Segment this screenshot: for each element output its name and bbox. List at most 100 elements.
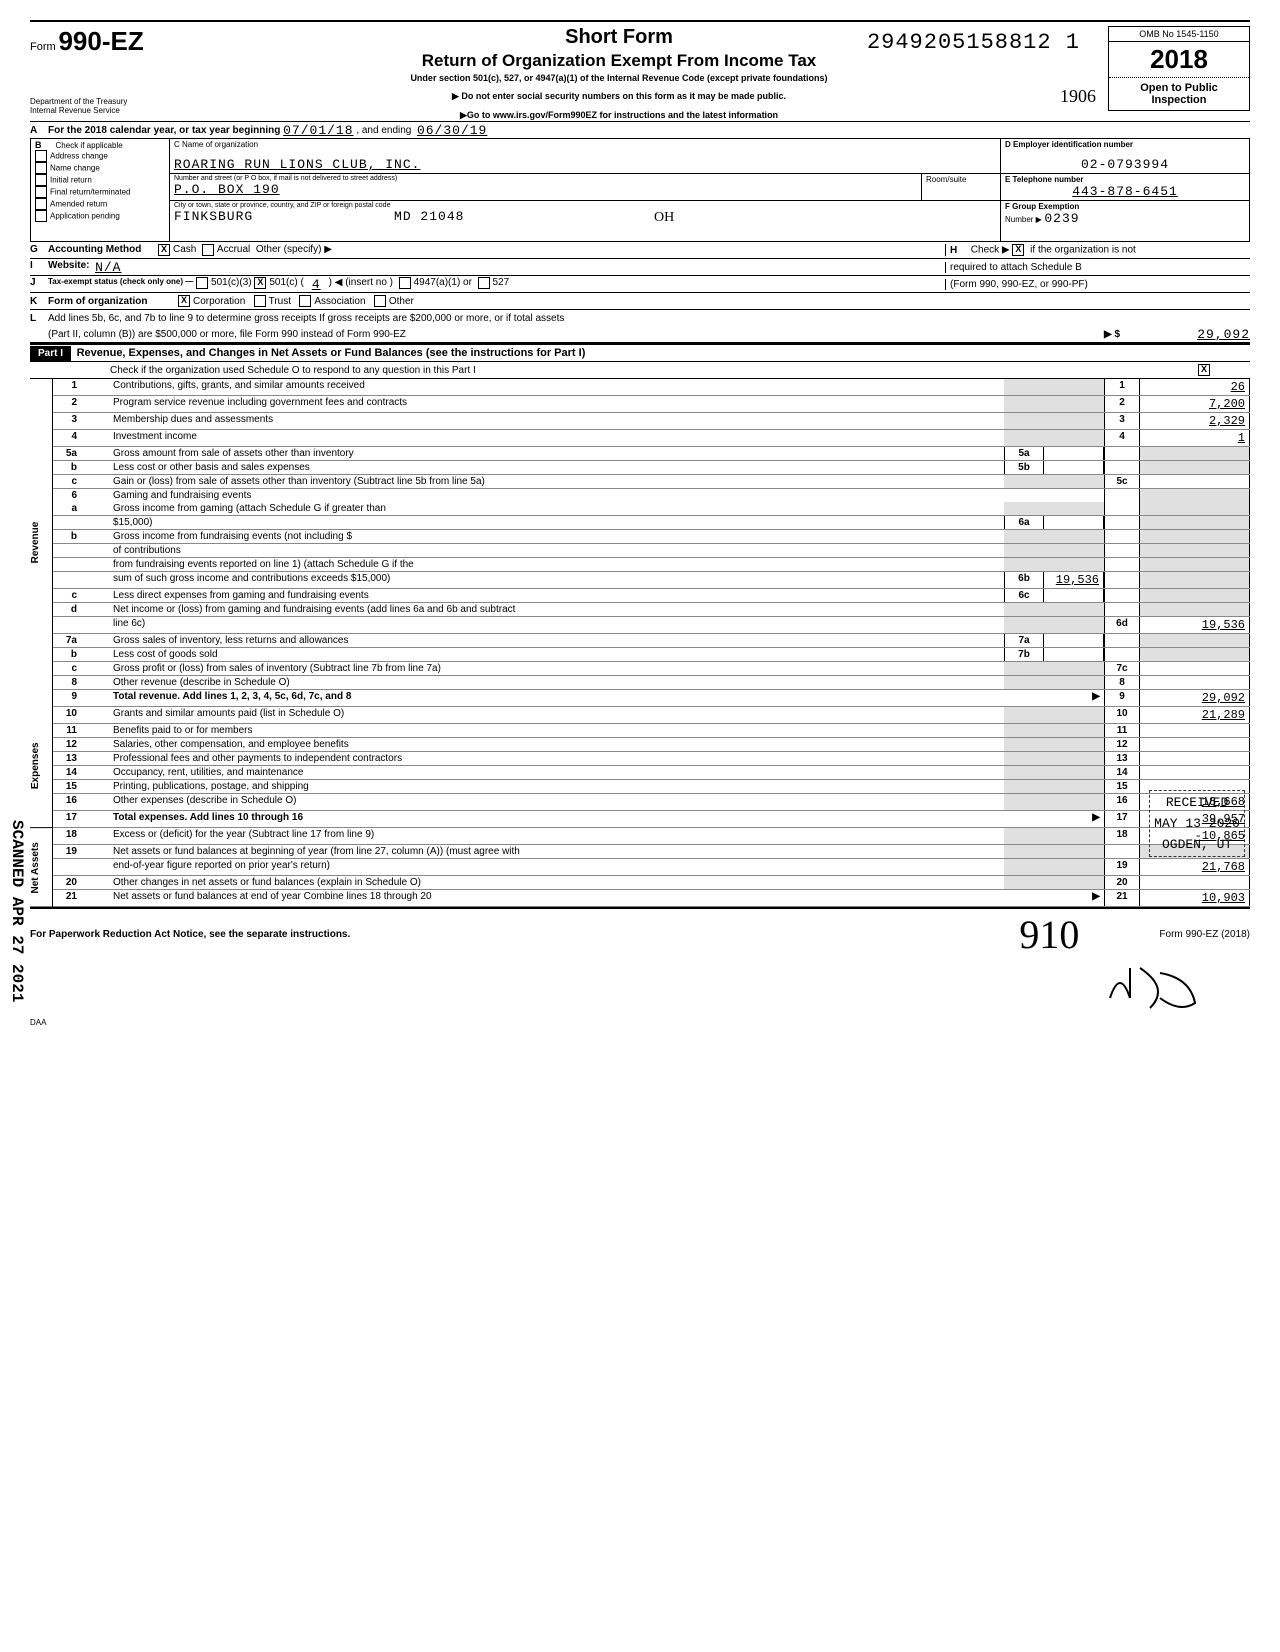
stamp-scanned: SCANNED APR 27 2021 — [8, 820, 26, 1002]
line-16: 16Other expenses (describe in Schedule O… — [53, 794, 1250, 811]
form-number: Form 990-EZ — [30, 26, 190, 57]
line-2: 2Program service revenue including gover… — [53, 396, 1250, 413]
chk-h[interactable] — [1012, 244, 1024, 256]
ein: 02-0793994 — [1005, 157, 1245, 172]
line-6a: aGross income from gaming (attach Schedu… — [53, 502, 1250, 516]
line-6b-cont1: from fundraising events reported on line… — [53, 558, 1250, 572]
part1-check-line: Check if the organization used Schedule … — [110, 365, 1198, 376]
chk-amended[interactable] — [35, 198, 47, 210]
line-11: 11Benefits paid to or for members11 — [53, 724, 1250, 738]
line-15: 15Printing, publications, postage, and s… — [53, 780, 1250, 794]
501c-insert: 4 — [304, 277, 329, 292]
vert-netassets: Net Assets — [30, 829, 52, 907]
header-table: B Check if applicable Address change Nam… — [30, 138, 1250, 242]
org-city: FINKSBURG MD 21048 — [174, 209, 996, 224]
label-c: C Name of organization — [174, 140, 996, 149]
vert-revenue: Revenue — [30, 379, 52, 705]
dept-treasury: Department of the Treasury — [30, 97, 190, 106]
line-6a-cont0: $15,000)6a — [53, 516, 1250, 530]
tax-year-end: 06/30/19 — [417, 123, 487, 138]
line-6d: dNet income or (loss) from gaming and fu… — [53, 603, 1250, 617]
hw-910: 910 — [1019, 911, 1079, 958]
line-6d-cont0: line 6c)6d19,536 — [53, 617, 1250, 634]
chk-4947[interactable] — [399, 277, 411, 289]
label-j: Tax-exempt status (check only one) — — [48, 277, 193, 292]
line-7c: cGross profit or (loss) from sales of in… — [53, 662, 1250, 676]
chk-cash[interactable] — [158, 244, 170, 256]
line-6b-cont2: sum of such gross income and contributio… — [53, 572, 1250, 589]
org-address: P.O. BOX 190 — [174, 182, 917, 197]
line-5b: bLess cost or other basis and sales expe… — [53, 461, 1250, 475]
omb-number: OMB No 1545-1150 — [1109, 27, 1249, 42]
label-k: Form of organization — [48, 296, 178, 307]
warning-url: ▶Go to www.irs.gov/Form990EZ for instruc… — [190, 110, 1048, 121]
chk-initial-return[interactable] — [35, 174, 47, 186]
line-6: 6Gaming and fundraising events — [53, 489, 1250, 502]
open-public-1: Open to Public — [1113, 82, 1245, 94]
line-9: 9Total revenue. Add lines 1, 2, 3, 4, 5c… — [53, 690, 1250, 707]
chk-501c[interactable] — [254, 277, 266, 289]
hw-1906: 1906 — [1048, 86, 1108, 107]
hw-initials-oh: OH — [654, 210, 674, 225]
line-7b: bLess cost of goods sold7b — [53, 648, 1250, 662]
line-1: 1Contributions, gifts, grants, and simil… — [53, 379, 1250, 396]
tax-year-begin: 07/01/18 — [283, 123, 353, 138]
line-6c: cLess direct expenses from gaming and fu… — [53, 589, 1250, 603]
chk-assoc[interactable] — [299, 295, 311, 307]
label-city: City or town, state or province, country… — [174, 202, 996, 209]
stamp-top-number: 2949205158812 1 — [867, 30, 1080, 55]
line-14: 14Occupancy, rent, utilities, and mainte… — [53, 766, 1250, 780]
tax-year: 2018 — [1109, 42, 1249, 78]
vert-expenses: Expenses — [30, 705, 52, 828]
dept-irs: Internal Revenue Service — [30, 106, 190, 115]
label-d: D Employer identification number — [1005, 140, 1245, 149]
line-12: 12Salaries, other compensation, and empl… — [53, 738, 1250, 752]
h-text1: if the organization is not — [1030, 245, 1136, 256]
h-text2: required to attach Schedule B — [945, 262, 1250, 273]
chk-address-change[interactable] — [35, 150, 47, 162]
chk-trust[interactable] — [254, 295, 266, 307]
line-18: 18Excess or (deficit) for the year (Subt… — [53, 828, 1250, 845]
label-addr: Number and street (or P O box, if mail i… — [174, 175, 917, 182]
line-17: 17Total expenses. Add lines 10 through 1… — [53, 811, 1250, 828]
signature-initials — [1100, 958, 1220, 1018]
chk-name-change[interactable] — [35, 162, 47, 174]
website-value: N/A — [95, 260, 121, 275]
line-7a: 7aGross sales of inventory, less returns… — [53, 634, 1250, 648]
chk-final-return[interactable] — [35, 186, 47, 198]
line-6b-cont0: of contributions — [53, 544, 1250, 558]
line-21: 21Net assets or fund balances at end of … — [53, 890, 1250, 907]
right-box: OMB No 1545-1150 2018 Open to Public Ins… — [1108, 26, 1250, 111]
subtitle: Under section 501(c), 527, or 4947(a)(1)… — [190, 73, 1048, 83]
chk-schedule-o[interactable] — [1198, 364, 1210, 376]
line-5a: 5aGross amount from sale of assets other… — [53, 447, 1250, 461]
paperwork-notice: For Paperwork Reduction Act Notice, see … — [30, 929, 1019, 940]
l-text1: Add lines 5b, 6c, and 7b to line 9 to de… — [48, 313, 564, 324]
group-exemption: 0239 — [1044, 211, 1079, 226]
line-10: 10Grants and similar amounts paid (list … — [53, 707, 1250, 724]
chk-accrual[interactable] — [202, 244, 214, 256]
label-website: Website: — [48, 260, 90, 275]
chk-527[interactable] — [478, 277, 490, 289]
daa-footer: DAA — [30, 1018, 1250, 1027]
chk-501c3[interactable] — [196, 277, 208, 289]
l-text2: (Part II, column (B)) are $500,000 or mo… — [48, 329, 1104, 340]
line-5c: cGain or (loss) from sale of assets othe… — [53, 475, 1250, 489]
line-a: A For the 2018 calendar year, or tax yea… — [30, 121, 1250, 138]
line-4: 4Investment income41 — [53, 430, 1250, 447]
line-20: 20Other changes in net assets or fund ba… — [53, 876, 1250, 890]
chk-corp[interactable] — [178, 295, 190, 307]
phone: 443-878-6451 — [1005, 184, 1245, 199]
chk-other-org[interactable] — [374, 295, 386, 307]
label-f: F Group Exemption — [1005, 202, 1245, 211]
warning-ssn: ▶ Do not enter social security numbers o… — [190, 91, 1048, 102]
stamp-received: RECEIVED MAY 13 2020 OGDEN, UT — [1149, 790, 1245, 857]
open-public-2: Inspection — [1113, 94, 1245, 106]
label-e: E Telephone number — [1005, 175, 1245, 184]
line-19-cont0: end-of-year figure reported on prior yea… — [53, 859, 1250, 876]
part1-header: Part I — [30, 346, 71, 361]
org-name: ROARING RUN LIONS CLUB, INC. — [174, 157, 996, 172]
line-6b: bGross income from fundraising events (n… — [53, 530, 1250, 544]
part1-title: Revenue, Expenses, and Changes in Net As… — [77, 347, 586, 359]
chk-app-pending[interactable] — [35, 210, 47, 222]
